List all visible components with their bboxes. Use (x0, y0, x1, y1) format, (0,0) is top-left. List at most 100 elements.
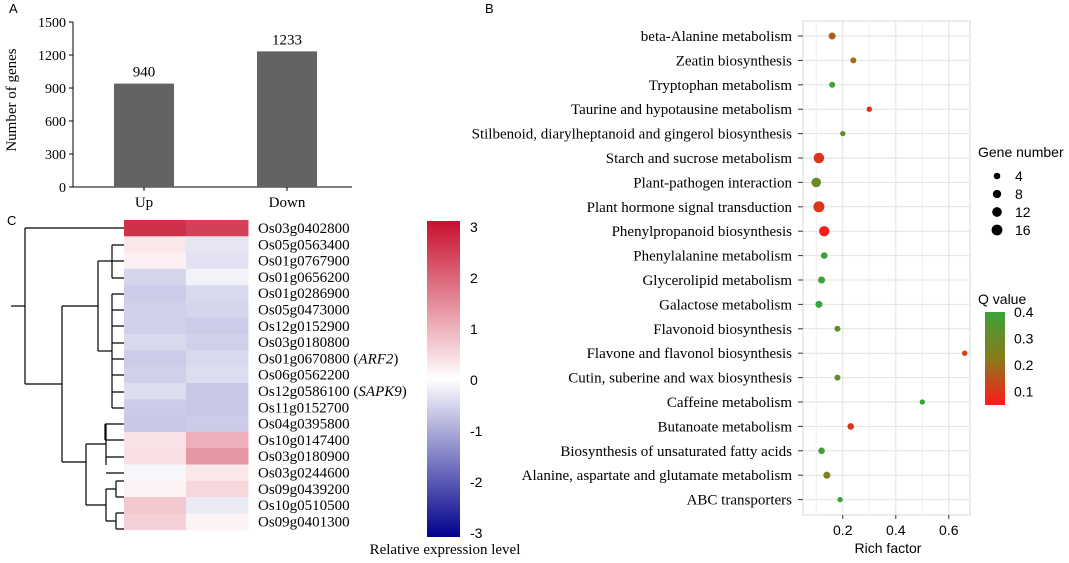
heatmap-cell (124, 366, 187, 384)
panel-b-pathway-label: ABC transporters (687, 493, 793, 509)
panel-b-pathway-dot (813, 152, 825, 164)
panel-b-pathway-label: Plant-pathogen interaction (633, 175, 792, 191)
heatmap-cell (124, 252, 187, 270)
heatmap-cell (186, 383, 249, 400)
panel-b-pathway-dot (962, 350, 968, 356)
panel-b-pathway-label: Tryptophan metabolism (649, 78, 793, 94)
panel-b-letter: B (485, 1, 494, 16)
heatmap-cell (186, 268, 249, 286)
heatmap-cell (124, 431, 187, 449)
heatmap-cell (186, 350, 249, 368)
gene-number-legend-title: Gene number (978, 144, 1064, 160)
heatmap-row-labels: Os03g0402800Os05g0563400Os01g0767900Os01… (258, 221, 407, 530)
heatmap-cell (186, 431, 249, 449)
panel-b-pathway-dot (818, 276, 826, 284)
heatmap-cell (124, 268, 187, 286)
panel-b-pathway-dot (837, 496, 843, 503)
expression-colorbar-gradient (427, 221, 460, 537)
q-value-legend-label: 0.1 (1014, 384, 1034, 400)
panel-a-bar-down (257, 51, 317, 188)
panel-a-bars: 940 Up 1233 Down (114, 32, 317, 211)
panel-b-pathway-label: Taurine and hypotausine metabolism (571, 102, 792, 118)
heatmap-row-label: Os01g0286900 (258, 286, 350, 302)
heatmap-row-label: Os12g0586100 (SAPK9) (258, 384, 407, 400)
heatmap-cell (186, 497, 249, 514)
heatmap-row-label: Os01g0656200 (258, 270, 350, 286)
panel-b-pathway-rows: beta-Alanine metabolism Zeatin biosynthes… (472, 29, 970, 509)
panel-b-pathway-label: Biosynthesis of unsaturated fatty acids (560, 444, 792, 460)
panel-b-plot-area (802, 20, 971, 516)
heatmap-row-label: Os03g0180800 (258, 335, 350, 351)
panel-b-x-tick-label: 0.4 (886, 522, 906, 538)
gene-number-legend: Gene number 4 8 12 16 (978, 144, 1064, 238)
heatmap-cells (124, 220, 249, 531)
panel-b-pathway-dot (840, 130, 846, 137)
heatmap-cell (186, 415, 249, 433)
panel-b-x-tick-label: 0.2 (833, 522, 853, 538)
panel-a-bar-value-label: 1233 (272, 32, 302, 48)
heatmap-cell (186, 366, 249, 384)
panel-b-pathway-label: Butanoate metabolism (657, 419, 792, 435)
panel-b-dot-plot: B beta-Alanine metabolism Zeatin biosynth… (472, 1, 1064, 556)
panel-b-pathway-dot (828, 32, 836, 40)
panel-b-pathway-dot (834, 325, 841, 332)
q-value-legend-label: 0.3 (1014, 331, 1034, 347)
panel-b-pathway-dot (818, 447, 825, 455)
heatmap-cell (124, 464, 187, 482)
heatmap-cell (124, 513, 187, 531)
panel-c-letter: C (7, 213, 16, 228)
panel-b-pathway-label: Alanine, aspartate and glutamate metabol… (522, 468, 793, 484)
heatmap-cell (124, 383, 187, 400)
panel-b-pathway-dot (829, 81, 836, 88)
heatmap-row-label: Os11g0152700 (258, 400, 349, 416)
panel-b-pathway-dot (815, 300, 823, 308)
heatmap-cell (124, 220, 187, 237)
heatmap-cell (124, 399, 187, 417)
panel-b-pathway-label: Starch and sucrose metabolism (606, 151, 793, 167)
gene-number-legend-label: 8 (1015, 186, 1023, 202)
panel-b-x-axis-title: Rich factor (855, 540, 922, 556)
panel-b-pathway-label: Galactose metabolism (659, 297, 792, 313)
heatmap-row-label: Os03g0244600 (258, 466, 350, 482)
panel-a-bar-chart: A Number of genes 0 300 600 900 1200 1500 940… (4, 1, 352, 211)
q-value-legend-label: 0.2 (1014, 357, 1034, 373)
panel-a-y-tick-label: 1200 (38, 49, 66, 64)
panel-a-y-tick-label: 300 (45, 148, 66, 163)
panel-b-pathway-dot (813, 201, 825, 213)
heatmap-cell (124, 285, 187, 302)
heatmap-row-label: Os09g0401300 (258, 514, 350, 530)
expression-colorbar-title: Relative expression level (370, 542, 521, 558)
panel-a-y-ticks: 0 300 600 900 1200 1500 (38, 16, 73, 196)
panel-b-pathway-label: Flavonoid biosynthesis (653, 322, 792, 338)
panel-a-x-tick-label: Down (269, 195, 306, 211)
heatmap-row-label: Os03g0402800 (258, 221, 350, 237)
heatmap-cell (186, 513, 249, 531)
panel-b-pathway-dot (820, 252, 828, 259)
panel-b-gridlines (815, 21, 950, 515)
gene-number-legend-dot (991, 224, 1003, 236)
panel-a-x-tick-label: Up (135, 195, 153, 211)
panel-b-pathway-label: Stilbenoid, diarylheptanoid and gingerol… (472, 127, 793, 143)
heatmap-cell (124, 448, 187, 465)
q-value-legend-label: 0.4 (1014, 304, 1034, 320)
panel-b-pathway-dot (850, 57, 857, 64)
expression-colorbar-tick-label: 3 (470, 219, 478, 235)
heatmap-cell (186, 480, 249, 498)
heatmap-cell (186, 334, 249, 351)
panel-b-pathway-dot (834, 374, 841, 381)
expression-colorbar-tick-label: 2 (470, 270, 478, 286)
q-value-gradient-bar (985, 312, 1005, 405)
panel-b-pathway-dot (819, 226, 830, 237)
heatmap-cell (186, 317, 249, 335)
panel-a-y-tick-label: 600 (45, 115, 66, 130)
heatmap-cell (186, 301, 249, 319)
panel-a-bar-value-label: 940 (133, 65, 156, 81)
heatmap-row-label: Os05g0473000 (258, 303, 350, 319)
heatmap-row-label: Os12g0152900 (258, 319, 350, 335)
heatmap-cell (124, 350, 187, 368)
panel-a-y-tick-label: 900 (45, 82, 66, 97)
heatmap-row-label: Os10g0147400 (258, 433, 350, 449)
expression-colorbar: Relative expression level 3 2 1 0 -1 -2 -3 (370, 219, 521, 558)
